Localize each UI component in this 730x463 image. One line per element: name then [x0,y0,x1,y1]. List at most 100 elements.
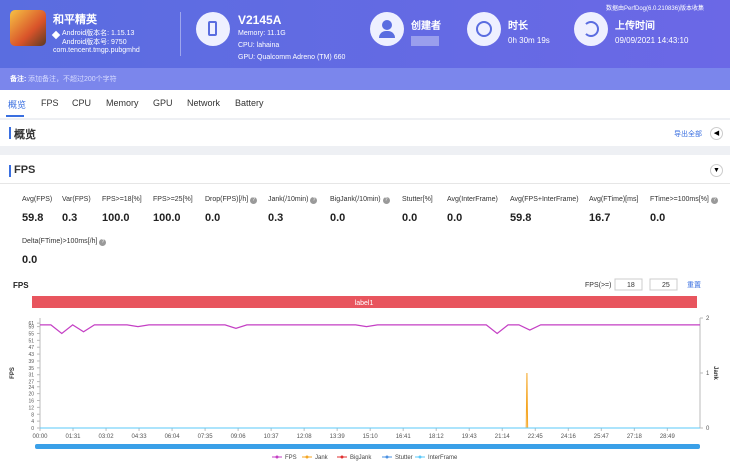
reset-button[interactable]: 重置 [687,281,701,289]
x-tick-label: 04:33 [132,434,148,440]
metric-label: Drop(FPS)[/h]? [205,196,257,204]
x-tick-label: 03:02 [99,434,115,440]
x-tick-label: 25:47 [594,434,610,440]
x-tick-label: 28:49 [660,434,676,440]
metric-value: 0.0 [22,254,37,266]
metric-value: 0.0 [402,212,417,224]
chart: FPSFPS(>=)1825重置label1048121620242731353… [0,278,730,463]
y2-tick-label: 1 [706,371,710,377]
y-tick-label: 61 [28,321,34,327]
x-tick-label: 15:10 [363,434,379,440]
threshold-value: 25 [662,282,670,289]
collapse-button[interactable]: ◀ [710,127,723,140]
legend-dot [341,456,344,459]
x-tick-label: 13:39 [330,434,346,440]
upload-icon [574,12,608,46]
y-axis-label: FPS [10,367,16,379]
y-tick-label: 43 [28,352,34,358]
help-icon[interactable]: ? [383,197,390,204]
duration: 0h 30m 19s [508,36,550,45]
threshold-value: 18 [627,282,635,289]
cpu: CPU: lahaina [238,42,279,49]
x-tick-label: 07:35 [198,434,214,440]
metric-value: 16.7 [589,212,610,224]
metric-value: 0.3 [268,212,283,224]
overview-title: 概览 [14,126,36,142]
legend-dot [306,456,309,459]
tab[interactable]: Network [187,98,220,108]
tab[interactable]: GPU [153,98,173,108]
metric-value: 0.0 [330,212,345,224]
expand-button[interactable]: ▼ [710,164,723,177]
legend-dot [419,456,422,459]
x-tick-label: 24:16 [561,434,577,440]
metric-value: 59.8 [22,212,43,224]
metric-label: Avg(FPS) [22,196,52,203]
note-input[interactable]: 添加备注，不超过200个字符 [28,74,117,84]
metric-value: 0.0 [447,212,462,224]
tab[interactable]: Battery [235,98,264,108]
upload-label: 上传时间 [615,17,655,32]
tab[interactable]: CPU [72,98,91,108]
x-tick-label: 12:08 [297,434,313,440]
tab[interactable]: FPS [41,98,59,108]
export-button[interactable]: 导出全部 [674,129,702,139]
y-tick-label: 8 [31,412,34,418]
tab-underline [6,115,24,117]
legend-label[interactable]: Stutter [395,455,413,461]
x-tick-label: 16:41 [396,434,412,440]
device-icon [196,12,230,46]
overview-card [0,120,730,146]
creator-label: 创建者 [411,17,441,32]
app-name: 和平精英 [53,11,97,27]
metric-value: 59.8 [510,212,531,224]
section-marker [9,127,11,139]
note-label: 备注: [10,74,26,84]
collected-by: 数据由PerfDog(6.0.210836)版本收集 [606,3,704,12]
x-tick-label: 09:06 [231,434,247,440]
y-tick-label: 51 [28,338,34,344]
x-tick-label: 00:00 [32,434,48,440]
tab[interactable]: 概览 [8,98,26,111]
legend-label[interactable]: BigJank [350,455,372,461]
y-tick-label: 39 [28,359,34,365]
metric-label: FPS>=25[%] [153,196,193,203]
metric-value: 100.0 [102,212,130,224]
metric-label: Delta(FTime)>100ms[/h]? [22,238,106,246]
android-code: Android版本号: 9750 [62,37,127,47]
help-icon[interactable]: ? [99,239,106,246]
metric-label: Jank(/10min)? [268,196,317,204]
label-bar-text: label1 [355,300,374,307]
help-icon[interactable]: ? [711,197,718,204]
fps-title: FPS [14,164,35,176]
y-tick-label: 35 [28,366,34,372]
divider [0,183,730,184]
y-tick-label: 20 [28,392,34,398]
help-icon[interactable]: ? [310,197,317,204]
chart-title: FPS [13,281,29,290]
legend-label[interactable]: InterFrame [428,455,458,461]
legend-label[interactable]: Jank [315,455,329,461]
help-icon[interactable]: ? [250,197,257,204]
metric-label: FTime>=100ms[%]? [650,196,718,204]
y-tick-label: 24 [28,385,34,391]
y2-tick-label: 2 [706,316,710,322]
y-tick-label: 12 [28,405,34,411]
y-tick-label: 27 [28,380,34,386]
y-tick-label: 55 [28,331,34,337]
y-tick-label: 31 [28,373,34,379]
y-tick-label: 0 [31,426,34,432]
legend-dot [386,456,389,459]
metric-label: Avg(FTime)[ms] [589,196,638,203]
memory: Memory: 11.1G [238,30,286,37]
tab[interactable]: Memory [106,98,139,108]
x-tick-label: 10:37 [264,434,280,440]
legend-label[interactable]: FPS [285,455,297,461]
x-tick-label: 18:12 [429,434,445,440]
x-tick-label: 01:31 [66,434,82,440]
x-tick-label: 22:45 [528,434,544,440]
duration-icon [467,12,501,46]
creator-icon [370,12,404,46]
scrollbar[interactable] [35,444,700,449]
metric-label: BigJank(/10min)? [330,196,390,204]
